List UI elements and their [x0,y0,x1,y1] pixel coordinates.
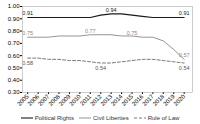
svg-text:0.91: 0.91 [22,10,33,16]
svg-text:0.70: 0.70 [8,40,20,46]
svg-text:2010: 2010 [68,93,82,107]
html-text:Rule of Law: Rule of Law [147,114,180,121]
svg-text:0.91: 0.91 [179,10,190,16]
svg-text:0.50: 0.50 [8,65,20,71]
svg-text:2015: 2015 [120,93,135,107]
html-text:Political Rights: Political Rights [34,114,74,121]
svg-text:1.00: 1.00 [8,3,20,9]
svg-text:2014: 2014 [110,93,124,107]
svg-text:2013: 2013 [99,93,114,107]
svg-text:0.54: 0.54 [179,65,190,71]
svg-text:2018: 2018 [151,93,166,107]
svg-text:2008: 2008 [47,93,62,107]
svg-text:2016: 2016 [130,93,145,107]
svg-text:0.54: 0.54 [95,65,106,71]
svg-text:2017: 2017 [141,93,155,107]
svg-text:0.57: 0.57 [179,52,190,58]
svg-text:0.58: 0.58 [22,60,33,66]
svg-text:2011: 2011 [79,93,93,107]
svg-text:0.60: 0.60 [8,53,20,59]
svg-text:2007: 2007 [36,93,51,107]
html-text:Civil Liberties: Civil Liberties [93,114,129,121]
svg-text:2020: 2020 [173,93,187,107]
svg-text:0.77: 0.77 [85,28,96,34]
svg-text:0.94: 0.94 [106,7,117,13]
svg-text:2006: 2006 [26,93,41,107]
svg-text:0.40: 0.40 [8,77,20,83]
svg-text:0.30: 0.30 [8,89,20,95]
svg-text:0.75: 0.75 [22,30,33,36]
svg-text:2005: 2005 [16,93,30,107]
svg-text:0.75: 0.75 [127,30,138,36]
svg-text:0.80: 0.80 [8,28,20,34]
svg-text:0.90: 0.90 [8,16,20,22]
svg-text:2019: 2019 [162,93,176,107]
svg-text:2012: 2012 [89,93,103,107]
svg-text:2009: 2009 [57,93,72,107]
